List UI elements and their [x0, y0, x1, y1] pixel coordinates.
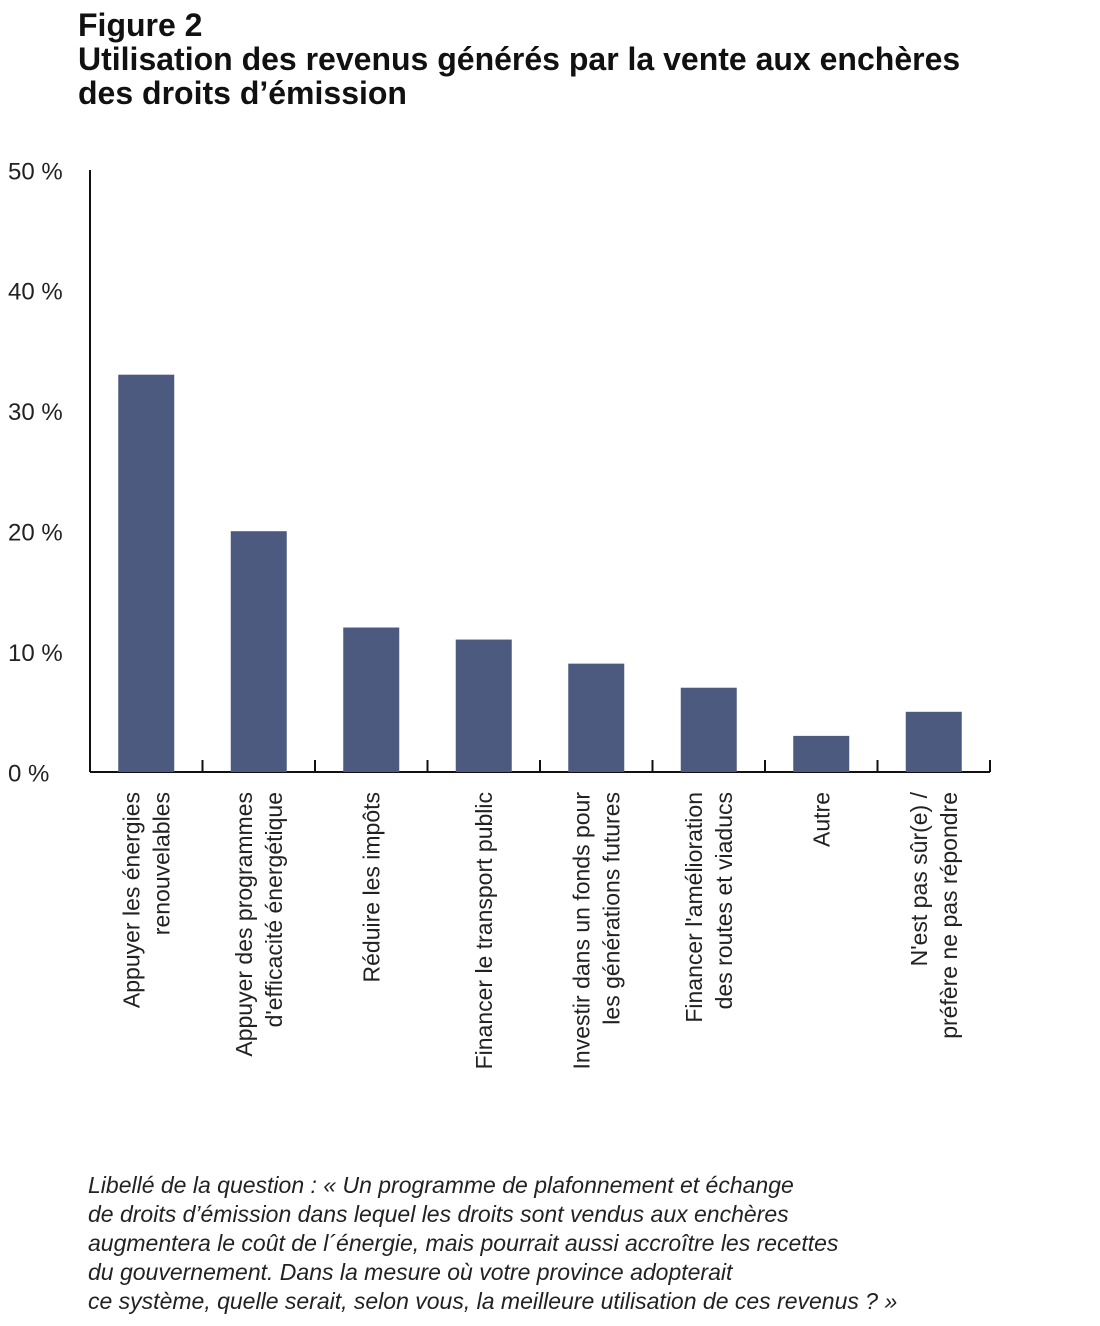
caption-line-4: du gouvernement. Dans la mesure où votre…: [88, 1259, 733, 1285]
y-tick-label: 30 %: [8, 399, 63, 426]
figure-title: Figure 2 Utilisation des revenus générés…: [78, 8, 1058, 110]
bar: [343, 627, 400, 772]
x-tick-label: des routes et viaducs: [711, 792, 737, 1009]
x-tick-label: les générations futures: [598, 792, 624, 1025]
x-tick-label: d'efficacité énergétique: [261, 792, 287, 1027]
x-tick-label: renouvelables: [148, 792, 174, 935]
x-tick-label: Investir dans un fonds pour: [568, 792, 594, 1070]
caption-line-3: augmentera le coût de l´énergie, mais po…: [88, 1230, 839, 1256]
y-tick-label: 10 %: [8, 640, 63, 667]
x-tick-label: Réduire les impôts: [358, 792, 384, 982]
x-tick-label: Appuyer les énergies: [118, 792, 144, 1008]
bar: [230, 531, 287, 772]
x-tick-label: préfère ne pas répondre: [936, 792, 962, 1039]
bar: [118, 374, 175, 772]
bar: [793, 735, 850, 772]
question-caption: Libellé de la question : « Un programme …: [88, 1171, 1088, 1316]
x-tick-label: Financer le transport public: [471, 792, 497, 1069]
figure-title-line-1: Utilisation des revenus générés par la v…: [78, 41, 961, 77]
x-tick-label: Autre: [808, 792, 834, 847]
x-tick-label: Appuyer des programmes: [231, 792, 257, 1057]
x-tick-label: Financer l'amélioration: [681, 792, 707, 1023]
bar: [680, 687, 737, 772]
y-tick-label: 40 %: [8, 279, 63, 306]
figure-title-line-2: des droits d’émission: [78, 75, 407, 111]
caption-line-5: ce système, quelle serait, selon vous, l…: [88, 1288, 898, 1314]
bar: [455, 639, 512, 772]
y-tick-label: 0 %: [8, 760, 49, 787]
caption-line-2: de droits d’émission dans lequel les dro…: [88, 1201, 789, 1227]
caption-line-1: Libellé de la question : « Un programme …: [88, 1172, 794, 1198]
y-tick-label: 50 %: [8, 158, 63, 185]
bar-chart: 0 % 10 % 20 % 30 % 40 % 50 % Appuyer les énerg…: [8, 158, 991, 1070]
bar: [568, 663, 625, 772]
x-tick-label: N'est pas sûr(e) /: [906, 791, 932, 966]
y-tick-label: 20 %: [8, 520, 63, 547]
bar: [905, 711, 962, 772]
figure-label: Figure 2: [78, 7, 203, 43]
